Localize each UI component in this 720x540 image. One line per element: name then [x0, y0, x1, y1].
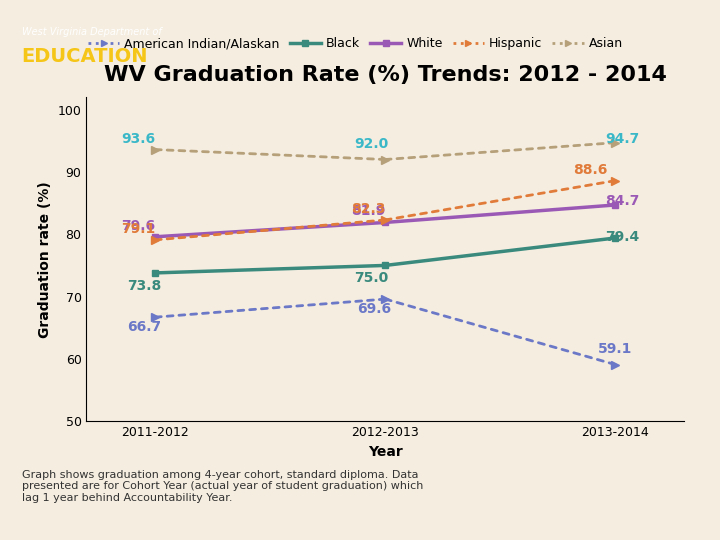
Title: WV Graduation Rate (%) Trends: 2012 - 2014: WV Graduation Rate (%) Trends: 2012 - 20…: [104, 65, 667, 85]
Text: 92.0: 92.0: [354, 137, 388, 151]
Text: 84.7: 84.7: [605, 194, 639, 208]
Text: 79.1: 79.1: [122, 222, 156, 236]
Text: 59.1: 59.1: [598, 342, 632, 356]
Legend: American Indian/Alaskan, Black, White, Hispanic, Asian: American Indian/Alaskan, Black, White, H…: [83, 32, 628, 55]
Text: 79.6: 79.6: [122, 219, 156, 233]
Text: 75.0: 75.0: [354, 271, 388, 285]
Text: 88.6: 88.6: [573, 163, 607, 177]
Text: West Virginia Department of: West Virginia Department of: [22, 26, 161, 37]
Text: 81.9: 81.9: [351, 205, 386, 219]
Text: 93.6: 93.6: [122, 132, 156, 146]
Text: 66.7: 66.7: [127, 320, 161, 334]
Text: 82.3: 82.3: [351, 202, 386, 216]
Text: 69.6: 69.6: [357, 302, 391, 316]
X-axis label: Year: Year: [368, 444, 402, 458]
Text: 73.8: 73.8: [127, 279, 161, 293]
Text: 94.7: 94.7: [605, 132, 639, 146]
Text: EDUCATION: EDUCATION: [22, 46, 148, 66]
Y-axis label: Graduation rate (%): Graduation rate (%): [38, 181, 52, 338]
Text: Graph shows graduation among 4-year cohort, standard diploma. Data
presented are: Graph shows graduation among 4-year coho…: [22, 470, 423, 503]
Text: 79.4: 79.4: [605, 230, 639, 244]
